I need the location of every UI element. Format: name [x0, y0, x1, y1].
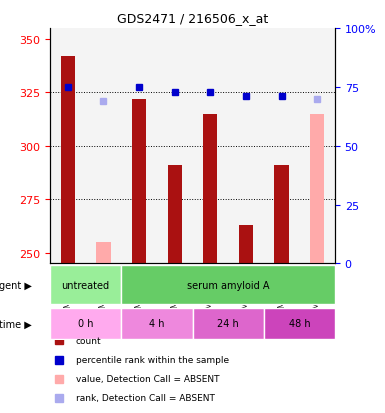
- Text: count: count: [76, 336, 101, 345]
- Bar: [203, 114, 218, 264]
- Text: 24 h: 24 h: [217, 318, 239, 328]
- FancyBboxPatch shape: [121, 266, 335, 304]
- Bar: [239, 225, 253, 264]
- Bar: [85, 29, 121, 264]
- Bar: [192, 29, 228, 264]
- Bar: [275, 166, 289, 264]
- Text: 4 h: 4 h: [149, 318, 165, 328]
- Bar: [228, 29, 264, 264]
- FancyBboxPatch shape: [264, 308, 335, 339]
- Text: percentile rank within the sample: percentile rank within the sample: [76, 355, 229, 364]
- Bar: [96, 242, 110, 264]
- Bar: [132, 100, 146, 264]
- Text: agent ▶: agent ▶: [0, 280, 32, 290]
- Bar: [310, 114, 324, 264]
- Text: serum amyloid A: serum amyloid A: [187, 280, 270, 290]
- FancyBboxPatch shape: [50, 308, 121, 339]
- FancyBboxPatch shape: [121, 308, 192, 339]
- Text: untreated: untreated: [62, 280, 110, 290]
- Bar: [157, 29, 192, 264]
- Bar: [121, 29, 157, 264]
- Text: 0 h: 0 h: [78, 318, 94, 328]
- Bar: [300, 29, 335, 264]
- Bar: [61, 57, 75, 264]
- Bar: [50, 29, 85, 264]
- Text: 48 h: 48 h: [288, 318, 310, 328]
- Text: value, Detection Call = ABSENT: value, Detection Call = ABSENT: [76, 374, 219, 383]
- Bar: [167, 166, 182, 264]
- Text: GDS2471 / 216506_x_at: GDS2471 / 216506_x_at: [117, 12, 268, 25]
- FancyBboxPatch shape: [50, 266, 121, 304]
- Bar: [264, 29, 300, 264]
- Text: time ▶: time ▶: [0, 318, 32, 328]
- Text: rank, Detection Call = ABSENT: rank, Detection Call = ABSENT: [76, 394, 214, 402]
- FancyBboxPatch shape: [192, 308, 264, 339]
